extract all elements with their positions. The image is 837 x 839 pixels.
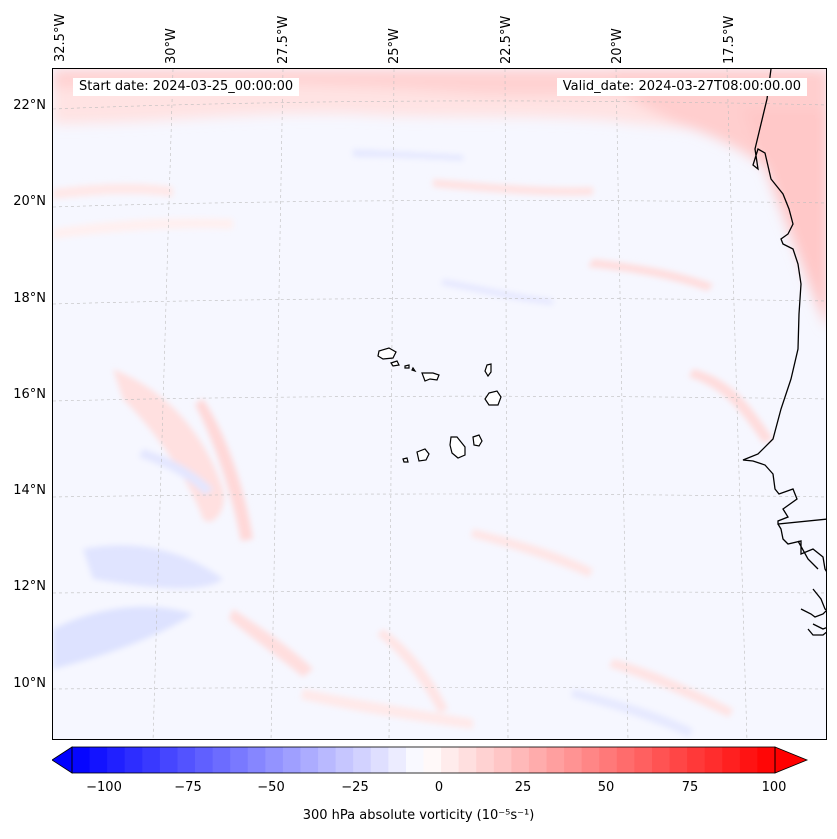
lon-label-25w: 25°W xyxy=(387,28,402,64)
colorbar-cell xyxy=(634,747,653,773)
lat-label-16n: 16°N xyxy=(13,387,46,402)
west-africa-coastline xyxy=(742,69,826,636)
island-sao-vicente xyxy=(390,360,400,367)
colorbar-cell xyxy=(651,747,671,773)
vorticity-streaks xyxy=(53,149,713,305)
graticule xyxy=(53,69,826,739)
island-santiago xyxy=(449,436,466,459)
colorbar-cell xyxy=(476,747,495,773)
colorbar-cell xyxy=(493,747,512,773)
colorbar-cell xyxy=(423,747,442,773)
valid-date-label: Valid_date: 2024-03-27T08:00:00.00 xyxy=(556,78,807,96)
colorbar-outline xyxy=(71,746,776,774)
colorbar-cell xyxy=(177,747,196,773)
colorbar-cell xyxy=(458,747,477,773)
lat-label-18n: 18°N xyxy=(13,291,46,306)
lat-label-14n: 14°N xyxy=(13,483,46,498)
colorbar-cell xyxy=(107,747,126,773)
colorbar-cell xyxy=(230,747,249,773)
colorbar-cell xyxy=(388,747,407,773)
colorbar-tick-25: 25 xyxy=(514,780,532,795)
island-santa-luzia xyxy=(404,364,410,369)
colorbar-cell xyxy=(370,747,389,773)
island-sal xyxy=(484,363,492,378)
colorbar-cell xyxy=(739,747,758,773)
colorbar-cell xyxy=(142,747,161,773)
colorbar-cell xyxy=(669,747,688,773)
colorbar-cell xyxy=(564,747,583,773)
lon-label-30w: 30°W xyxy=(164,28,179,64)
colorbar-cell xyxy=(353,747,372,773)
colorbar-cell xyxy=(212,747,231,773)
colorbar-cell xyxy=(335,747,354,773)
vorticity-map xyxy=(52,68,827,740)
colorbar-cell xyxy=(72,747,91,773)
lon-label-27-5w: 27.5°W xyxy=(276,15,291,64)
colorbar-cell xyxy=(300,747,319,773)
colorbar-tick-75: 75 xyxy=(681,780,699,795)
colorbar-tick-100: 100 xyxy=(761,780,787,795)
colorbar-cell xyxy=(599,747,618,773)
colorbar-max-arrow xyxy=(774,746,809,774)
colorbar-cell xyxy=(616,747,635,773)
lat-label-10n: 10°N xyxy=(13,676,46,691)
colorbar-cell xyxy=(247,747,266,773)
colorbar-tick-minus100: −100 xyxy=(86,780,122,795)
colorbar-cell xyxy=(546,747,565,773)
colorbar-label: 300 hPa absolute vorticity (10⁻⁵s⁻¹) xyxy=(302,808,535,823)
colorbar-cell xyxy=(195,747,214,773)
colorbar-tick-minus75: −75 xyxy=(174,780,202,795)
lon-label-20w: 20°W xyxy=(610,28,625,64)
colorbar-cell xyxy=(528,747,548,773)
colorbar-min-arrow xyxy=(52,746,73,774)
colorbar-cell xyxy=(511,747,530,773)
colorbar-cell xyxy=(757,747,776,773)
colorbar-cell xyxy=(318,747,337,773)
lon-label-22-5w: 22.5°W xyxy=(499,15,514,64)
lat-label-12n: 12°N xyxy=(13,579,46,594)
colorbar-tick-0: 0 xyxy=(434,780,444,795)
colorbar-cell xyxy=(704,747,723,773)
lon-label-17-5w: 17.5°W xyxy=(722,15,737,64)
colorbar-cell xyxy=(265,747,284,773)
colorbar-cell xyxy=(722,747,741,773)
colorbar-cell xyxy=(405,747,424,773)
island-sao-nicolau xyxy=(421,372,440,382)
island-brava xyxy=(402,457,409,463)
lon-label-32-5w: 32.5°W xyxy=(53,13,68,62)
cape-verde-islands xyxy=(377,347,502,463)
colorbar-cell xyxy=(282,747,301,773)
colorbar-cell xyxy=(124,747,143,773)
colorbar-cell xyxy=(89,747,108,773)
vorticity-patches-south xyxy=(53,369,773,737)
colorbar-tick-minus50: −50 xyxy=(257,780,285,795)
colorbar-cell xyxy=(687,747,706,773)
island-maio xyxy=(472,434,483,447)
map-canvas xyxy=(53,69,826,739)
colorbar xyxy=(52,746,809,774)
colorbar-cell xyxy=(581,747,600,773)
lat-label-20n: 20°N xyxy=(13,194,46,209)
colorbar-tick-50: 50 xyxy=(597,780,615,795)
island-fogo xyxy=(416,448,430,462)
island-santo-antao xyxy=(377,347,397,360)
colorbar-cells xyxy=(72,747,776,773)
island-islets xyxy=(411,366,417,373)
colorbar-tick-minus25: −25 xyxy=(341,780,369,795)
lat-label-22n: 22°N xyxy=(13,98,46,113)
colorbar-cell xyxy=(159,747,178,773)
start-date-label: Start date: 2024-03-25_00:00:00 xyxy=(73,78,300,96)
island-boa-vista xyxy=(484,390,502,406)
colorbar-cell xyxy=(441,747,460,773)
